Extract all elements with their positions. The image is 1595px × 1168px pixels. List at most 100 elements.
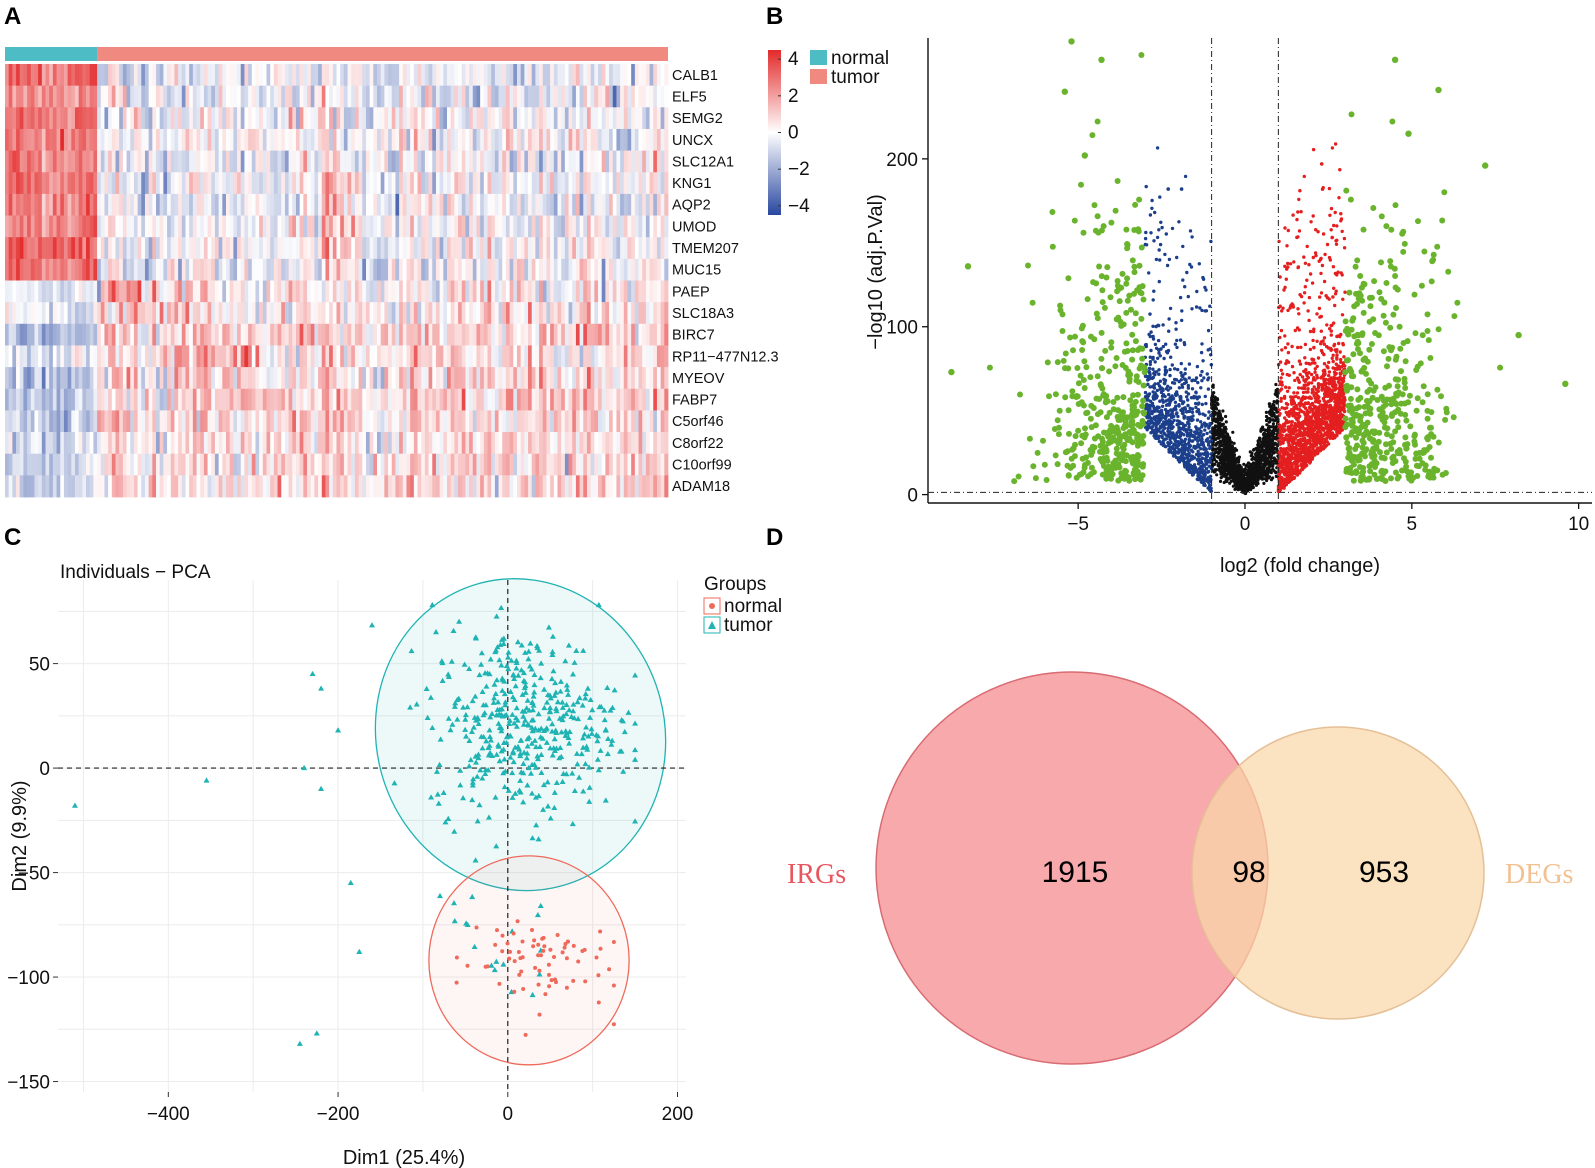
heatmap-cell (233, 367, 238, 390)
heatmap-cell (233, 432, 238, 455)
heatmap-cell (535, 172, 540, 195)
heatmap-cell (23, 475, 28, 498)
heatmap-cell (299, 280, 304, 303)
heatmap-cell (365, 172, 371, 195)
heatmap-cell (520, 432, 525, 455)
heatmap-cell (656, 258, 662, 281)
heatmap-cell (590, 237, 595, 260)
heatmap-cell (638, 323, 643, 346)
heatmap-cell (513, 302, 518, 325)
heatmap-cell (435, 107, 441, 130)
heatmap-cell (185, 410, 190, 433)
heatmap-cell (428, 193, 433, 216)
heatmap-cell (222, 302, 227, 325)
heatmap-cell (137, 193, 142, 216)
heatmap-cell (126, 410, 131, 433)
heatmap-cell (365, 150, 371, 173)
heatmap-cell (203, 85, 208, 108)
heatmap-cell (137, 150, 142, 173)
heatmap-cell (203, 410, 208, 433)
heatmap-cell (218, 280, 223, 303)
heatmap-cell (229, 215, 234, 238)
heatmap-cell (487, 410, 492, 433)
heatmap-cell (203, 237, 208, 260)
heatmap-cell (111, 237, 116, 260)
volcano-point (1262, 431, 1266, 435)
heatmap-cell (649, 258, 654, 281)
heatmap-cell (417, 410, 422, 433)
heatmap-cell (513, 64, 518, 87)
heatmap-cell (380, 237, 385, 260)
heatmap-cell (498, 432, 503, 455)
heatmap-cells (5, 64, 669, 498)
heatmap-cell (586, 64, 592, 87)
heatmap-cell (472, 367, 477, 390)
heatmap-cell (568, 107, 573, 130)
heatmap-cell (126, 388, 131, 411)
heatmap-cell (97, 323, 102, 346)
heatmap-cell (660, 453, 665, 476)
heatmap-cell (19, 85, 24, 108)
heatmap-cell (502, 237, 507, 260)
heatmap-cell (649, 85, 654, 108)
heatmap-cell (332, 410, 337, 433)
heatmap-cell (539, 410, 544, 433)
heatmap-cell (23, 150, 28, 173)
heatmap-cell (413, 215, 418, 238)
heatmap-cell (233, 302, 238, 325)
heatmap-cell (189, 193, 194, 216)
heatmap-cell (365, 367, 371, 390)
heatmap-cell (575, 410, 580, 433)
heatmap-cell (233, 453, 238, 476)
heatmap-cell (347, 453, 352, 476)
heatmap-cell (255, 107, 260, 130)
heatmap-cell (505, 128, 511, 151)
heatmap-cell (642, 345, 647, 368)
heatmap-cell (178, 237, 183, 260)
heatmap-cell (494, 410, 499, 433)
heatmap-cell (218, 453, 223, 476)
heatmap-cell (266, 475, 271, 498)
heatmap-cell (214, 410, 220, 433)
heatmap-cell (539, 258, 544, 281)
heatmap-cell (406, 64, 411, 87)
volcano-point (1256, 446, 1260, 450)
heatmap-cell (531, 280, 536, 303)
heatmap-cell (89, 367, 94, 390)
heatmap-cell (402, 150, 407, 173)
heatmap-cell (192, 453, 197, 476)
heatmap-cell (612, 280, 617, 303)
heatmap-cell (454, 237, 459, 260)
heatmap-cell (89, 215, 94, 238)
heatmap-cell (354, 172, 359, 195)
heatmap-cell (498, 237, 503, 260)
heatmap-cell (362, 64, 367, 87)
heatmap-cell (561, 475, 566, 498)
heatmap-cell (631, 150, 636, 173)
volcano-point (1224, 462, 1228, 466)
heatmap-cell (421, 128, 426, 151)
heatmap-cell (660, 107, 665, 130)
volcano-point (1224, 414, 1228, 419)
heatmap-cell (325, 172, 330, 195)
heatmap-cell (380, 280, 385, 303)
heatmap-cell (122, 237, 127, 260)
heatmap-cell (373, 172, 378, 195)
heatmap-cell (561, 128, 566, 151)
heatmap-cell (281, 215, 286, 238)
heatmap-cell (417, 323, 422, 346)
heatmap-cell (443, 410, 448, 433)
heatmap-cell (93, 475, 98, 498)
heatmap-cell (395, 172, 400, 195)
heatmap-cell (447, 367, 452, 390)
heatmap-cell (321, 258, 326, 281)
heatmap-cell (100, 453, 105, 476)
heatmap-cell (377, 172, 382, 195)
heatmap-cell (358, 85, 363, 108)
heatmap-cell (546, 172, 551, 195)
heatmap-cell (248, 107, 253, 130)
heatmap-cell (19, 323, 24, 346)
heatmap-cell (23, 345, 28, 368)
heatmap-cell (122, 453, 127, 476)
heatmap-cell (465, 410, 470, 433)
